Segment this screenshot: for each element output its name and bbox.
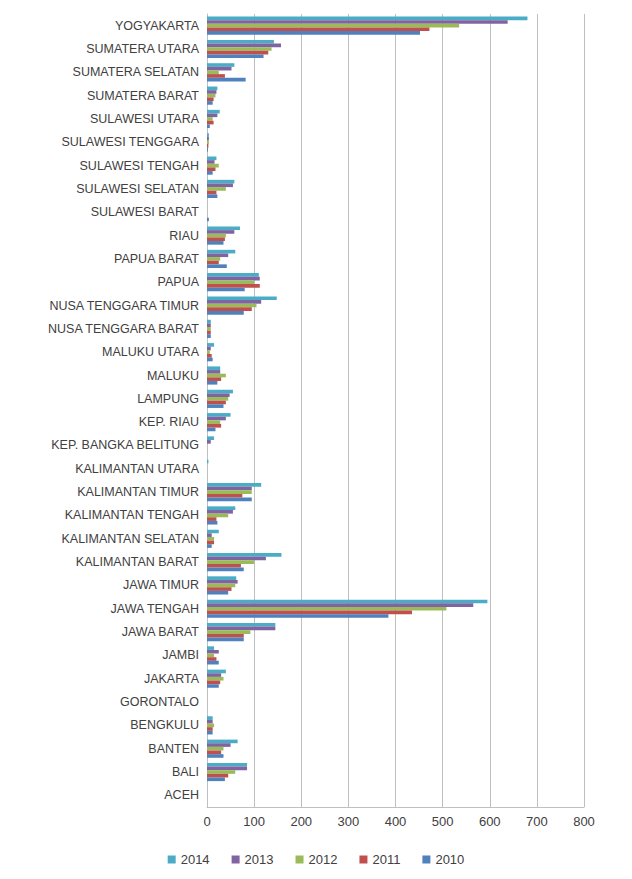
svg-text:MALUKU UTARA: MALUKU UTARA (102, 345, 200, 359)
svg-text:JAKARTA: JAKARTA (144, 672, 200, 686)
svg-text:JAMBI: JAMBI (162, 648, 199, 662)
svg-text:KALIMANTAN BARAT: KALIMANTAN BARAT (76, 555, 200, 569)
svg-text:100: 100 (243, 814, 265, 829)
svg-text:2010: 2010 (435, 852, 464, 867)
svg-text:RIAU: RIAU (169, 229, 199, 243)
svg-text:PAPUA BARAT: PAPUA BARAT (114, 252, 199, 266)
svg-text:2012: 2012 (309, 852, 338, 867)
svg-text:2014: 2014 (181, 852, 210, 867)
svg-text:600: 600 (479, 814, 501, 829)
svg-text:NUSA TENGGARA TIMUR: NUSA TENGGARA TIMUR (49, 299, 199, 313)
svg-text:KEP. BANGKA BELITUNG: KEP. BANGKA BELITUNG (51, 438, 199, 452)
svg-text:200: 200 (290, 814, 312, 829)
svg-text:KALIMANTAN TENGAH: KALIMANTAN TENGAH (65, 508, 199, 522)
svg-text:JAWA TENGAH: JAWA TENGAH (111, 602, 199, 616)
svg-text:LAMPUNG: LAMPUNG (137, 392, 199, 406)
svg-text:YOGYAKARTA: YOGYAKARTA (115, 19, 200, 33)
svg-text:BANTEN: BANTEN (148, 742, 199, 756)
svg-text:2013: 2013 (245, 852, 274, 867)
svg-text:ACEH: ACEH (164, 788, 199, 802)
svg-text:GORONTALO: GORONTALO (120, 695, 199, 709)
svg-text:SULAWESI UTARA: SULAWESI UTARA (90, 112, 200, 126)
svg-text:KALIMANTAN UTARA: KALIMANTAN UTARA (75, 462, 200, 476)
svg-text:MALUKU: MALUKU (147, 369, 199, 383)
svg-text:JAWA BARAT: JAWA BARAT (122, 625, 200, 639)
svg-text:SULAWESI BARAT: SULAWESI BARAT (91, 205, 200, 219)
svg-text:SUMATERA BARAT: SUMATERA BARAT (87, 89, 199, 103)
svg-text:BALI: BALI (172, 765, 199, 779)
svg-text:JAWA TIMUR: JAWA TIMUR (123, 578, 199, 592)
svg-text:0: 0 (203, 814, 210, 829)
svg-text:700: 700 (526, 814, 548, 829)
svg-text:KALIMANTAN TIMUR: KALIMANTAN TIMUR (77, 485, 199, 499)
svg-text:2011: 2011 (372, 852, 400, 867)
svg-text:400: 400 (385, 814, 407, 829)
svg-text:800: 800 (573, 814, 595, 829)
svg-text:SULAWESI TENGAH: SULAWESI TENGAH (80, 159, 199, 173)
svg-text:BENGKULU: BENGKULU (130, 718, 199, 732)
svg-text:KALIMANTAN SELATAN: KALIMANTAN SELATAN (61, 532, 199, 546)
svg-text:NUSA TENGGARA BARAT: NUSA TENGGARA BARAT (48, 322, 199, 336)
svg-text:SUMATERA SELATAN: SUMATERA SELATAN (73, 65, 199, 79)
svg-text:KEP. RIAU: KEP. RIAU (139, 415, 199, 429)
svg-text:SULAWESI SELATAN: SULAWESI SELATAN (76, 182, 199, 196)
svg-text:500: 500 (432, 814, 454, 829)
svg-text:SUMATERA UTARA: SUMATERA UTARA (86, 42, 199, 56)
svg-text:SULAWESI TENGGARA: SULAWESI TENGGARA (61, 135, 199, 149)
svg-text:PAPUA: PAPUA (158, 275, 200, 289)
svg-text:300: 300 (338, 814, 360, 829)
